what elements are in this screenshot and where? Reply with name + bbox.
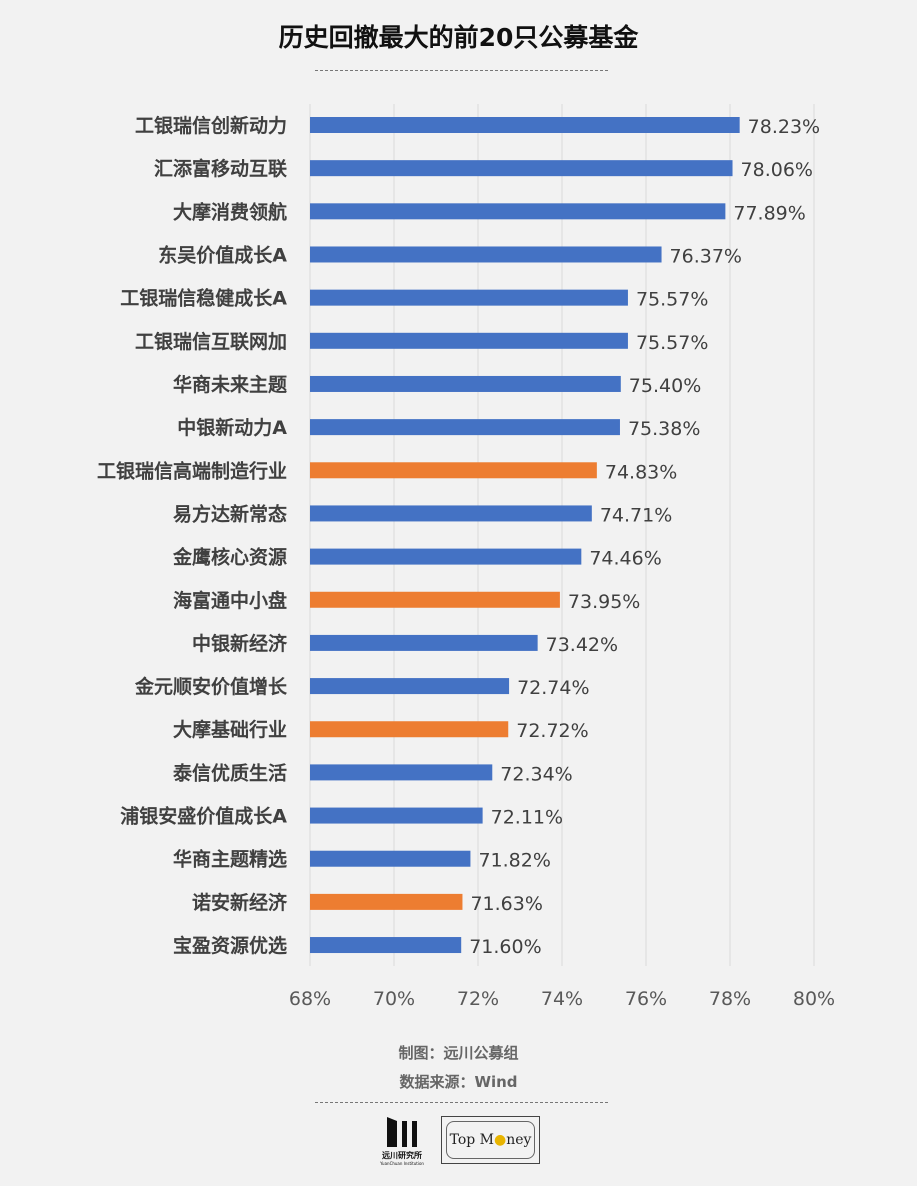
category-label: 工银瑞信高端制造行业 xyxy=(97,459,287,482)
data-label: 71.63% xyxy=(470,893,542,915)
bar xyxy=(310,203,726,220)
x-tick-label: 74% xyxy=(541,988,583,1010)
bar xyxy=(310,850,471,867)
data-label: 71.60% xyxy=(469,936,541,958)
category-label: 泰信优质生活 xyxy=(172,761,287,784)
data-label: 72.11% xyxy=(491,807,563,829)
bar xyxy=(310,375,621,392)
x-tick-label: 78% xyxy=(709,988,751,1010)
bar xyxy=(310,937,462,954)
data-label: 78.06% xyxy=(741,159,813,181)
category-label: 工银瑞信创新动力 xyxy=(135,114,287,137)
data-label: 72.74% xyxy=(517,677,589,699)
bar xyxy=(310,634,538,651)
bar xyxy=(310,419,620,436)
category-label: 中银新动力A xyxy=(177,416,287,439)
bar xyxy=(310,332,628,349)
data-label: 74.71% xyxy=(600,504,672,526)
svg-text:远川研究所: 远川研究所 xyxy=(382,1150,422,1160)
category-label: 海富通中小盘 xyxy=(173,589,287,612)
bar xyxy=(310,548,582,565)
bar xyxy=(310,591,560,608)
bar xyxy=(310,721,509,738)
data-label: 76.37% xyxy=(670,245,742,267)
category-label: 浦银安盛价值成长A xyxy=(120,805,287,828)
data-label: 73.42% xyxy=(546,634,618,656)
category-label: 金元顺安价值增长 xyxy=(134,675,288,698)
x-tick-label: 70% xyxy=(373,988,415,1010)
chart-title: 历史回撤最大的前20只公募基金 xyxy=(278,23,639,52)
bar xyxy=(310,764,493,781)
category-label: 诺安新经济 xyxy=(192,891,288,914)
category-label: 金鹰核心资源 xyxy=(172,546,287,569)
x-tick-label: 68% xyxy=(289,988,331,1010)
bar xyxy=(310,246,662,263)
data-label: 73.95% xyxy=(568,591,640,613)
data-label: 77.89% xyxy=(733,202,805,224)
bar-chart: 68% 70% 72% 74% 76% 78% 80% 工银瑞信创新动力 78.23% 汇添富移动… xyxy=(97,104,835,1010)
svg-text:YuanChuan Institution: YuanChuan Institution xyxy=(379,1161,424,1166)
divider xyxy=(315,1102,608,1103)
bar xyxy=(310,505,592,522)
data-label: 75.38% xyxy=(628,418,700,440)
x-tick-label: 80% xyxy=(793,988,835,1010)
bar xyxy=(310,807,483,824)
category-label: 工银瑞信稳健成长A xyxy=(120,287,287,310)
x-tick-label: 76% xyxy=(625,988,667,1010)
data-label: 75.40% xyxy=(629,375,701,397)
bar xyxy=(310,117,740,133)
data-label: 74.46% xyxy=(589,548,661,570)
bar xyxy=(310,289,628,306)
bar xyxy=(310,462,597,479)
data-label: 75.57% xyxy=(636,332,708,354)
bar xyxy=(310,160,733,177)
data-label: 75.57% xyxy=(636,289,708,311)
category-label: 汇添富移动互联 xyxy=(154,157,287,180)
yuanchuan-logo: 远川研究所 YuanChuan Institution xyxy=(375,1115,435,1167)
category-label: 华商未来主题 xyxy=(173,373,287,396)
data-label: 71.82% xyxy=(478,850,550,872)
source-text: 数据来源：Wind xyxy=(399,1073,518,1091)
category-label: 中银新经济 xyxy=(192,632,288,655)
category-label: 东吴价值成长A xyxy=(158,243,287,266)
data-label: 72.72% xyxy=(516,720,588,742)
category-label: 大摩基础行业 xyxy=(173,718,287,741)
x-tick-label: 72% xyxy=(457,988,499,1010)
bar xyxy=(310,893,463,910)
category-label: 华商主题精选 xyxy=(173,848,287,871)
category-label: 大摩消费领航 xyxy=(173,200,287,223)
topmoney-logo: Top M ● ney xyxy=(441,1116,540,1164)
category-label: 易方达新常态 xyxy=(173,502,287,525)
credit-text: 制图：远川公募组 xyxy=(398,1044,519,1062)
data-label: 78.23% xyxy=(748,116,820,138)
category-label: 工银瑞信互联网加 xyxy=(135,330,287,353)
divider xyxy=(315,70,608,71)
category-label: 宝盈资源优选 xyxy=(173,934,287,957)
data-label: 72.34% xyxy=(500,763,572,785)
data-label: 74.83% xyxy=(605,461,677,483)
bar xyxy=(310,678,510,695)
